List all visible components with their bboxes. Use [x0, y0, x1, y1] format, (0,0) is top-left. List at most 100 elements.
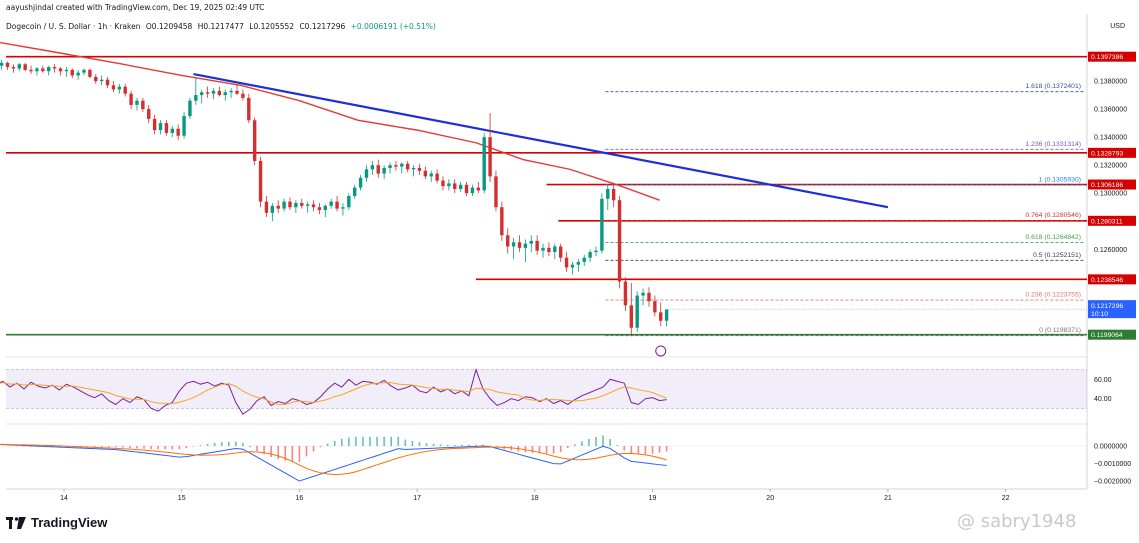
candle-body [470, 187, 475, 194]
candle-body [611, 188, 616, 201]
candle-body [376, 165, 380, 174]
candle-body [288, 201, 292, 208]
watermark: @ sabry1948 [957, 511, 1077, 532]
candle-body [247, 97, 251, 121]
candle-body [564, 257, 569, 268]
candle-body [300, 203, 304, 206]
candle-body [347, 196, 351, 208]
resistance-label-bg [1088, 179, 1136, 190]
rsi-tick-label: 40.00 [1094, 396, 1112, 403]
candle-body [29, 69, 33, 72]
candle-body [588, 252, 592, 258]
last-price-label: 0.1217296 [1091, 303, 1123, 310]
macd-signal-line [0, 443, 667, 475]
brand-name: TradingView [31, 515, 108, 530]
author-credit: aayushjindal created with TradingView.co… [6, 3, 265, 12]
candle-body [523, 243, 528, 248]
candle-body [76, 72, 80, 76]
ohlc-high: H0.1217477 [197, 22, 244, 31]
candle-body [129, 93, 133, 105]
candle-body [606, 188, 610, 199]
price-tick-label: 0.1380000 [1094, 79, 1127, 86]
rsi-ma-line [0, 382, 667, 405]
candle-body [200, 92, 204, 96]
resistance-label: 0.1328793 [1091, 150, 1123, 157]
candle-body [506, 235, 510, 247]
candle-body [405, 163, 410, 170]
candle-body [429, 173, 433, 177]
candle-body [17, 64, 21, 69]
moving-average-line [0, 41, 660, 201]
candle-body [211, 90, 216, 94]
candle-body [94, 76, 98, 82]
candle-body [23, 64, 27, 70]
candle-body [353, 187, 357, 197]
candle-body [0, 62, 4, 66]
candle-body [282, 201, 286, 209]
candle-body [223, 92, 227, 96]
candle-body [194, 95, 198, 101]
candle-body [58, 68, 63, 72]
candle-body [323, 205, 327, 211]
macd-tick-label: −0.0020000 [1094, 479, 1131, 486]
candle-body [264, 201, 269, 213]
candle-body [594, 250, 598, 253]
price-tick-label: 0.1320000 [1094, 163, 1127, 170]
candle-body [117, 86, 122, 90]
candle-body [476, 187, 481, 191]
candle-body [447, 183, 451, 187]
candle-body [258, 160, 263, 202]
alert-icon [655, 345, 667, 357]
symbol-name[interactable]: Dogecoin / U. S. Dollar · 1h · Kraken [6, 22, 141, 31]
candle-body [229, 90, 233, 93]
candle-body [329, 201, 333, 206]
tradingview-icon [6, 516, 26, 529]
resistance-label: 0.1306186 [1091, 182, 1123, 189]
candle-body [5, 62, 10, 68]
time-tick-label: 20 [766, 495, 774, 502]
candle-body [453, 183, 457, 189]
candle-body [217, 90, 222, 96]
candle-body [52, 67, 57, 69]
candle-body [182, 116, 186, 136]
candle-body [82, 69, 86, 73]
candle-body [500, 207, 504, 236]
candle-body [617, 200, 622, 282]
candle-body [488, 137, 492, 177]
candle-body [482, 137, 486, 191]
support-label-bg [1088, 329, 1136, 340]
bearish-trendline [193, 72, 889, 209]
price-tick-label: 0.1340000 [1094, 135, 1127, 142]
time-tick-label: 16 [296, 495, 304, 502]
candle-body [46, 67, 51, 72]
time-tick-label: 22 [1002, 495, 1010, 502]
candle-body [111, 85, 116, 90]
candle-body [252, 120, 257, 161]
candle-body [641, 292, 645, 296]
rsi-tick-label: 60.00 [1094, 377, 1112, 384]
candle-body [647, 292, 651, 302]
candle-body [276, 205, 280, 209]
candle-body [576, 261, 581, 265]
candle-body [335, 201, 339, 209]
candle-body [64, 69, 69, 72]
time-tick-label: 21 [884, 495, 892, 502]
candle-body [123, 86, 127, 94]
ohlc-open: O0.1209458 [145, 22, 193, 31]
candle-body [600, 198, 604, 251]
candle-body [317, 207, 322, 211]
candle-body [394, 165, 398, 167]
candle-body [370, 165, 375, 170]
candle-body [623, 281, 628, 306]
ohlc-legend: Dogecoin / U. S. Dollar · 1h · Kraken O0… [6, 22, 439, 31]
candle-body [664, 309, 669, 321]
candle-body [535, 240, 539, 251]
resistance-label: 0.1280311 [1091, 218, 1123, 225]
time-tick-label: 14 [60, 495, 68, 502]
tradingview-logo[interactable]: TradingView [6, 515, 107, 530]
candle-body [11, 67, 16, 69]
macd-line [0, 443, 667, 482]
candle-body [558, 246, 563, 258]
candle-body [135, 100, 139, 105]
